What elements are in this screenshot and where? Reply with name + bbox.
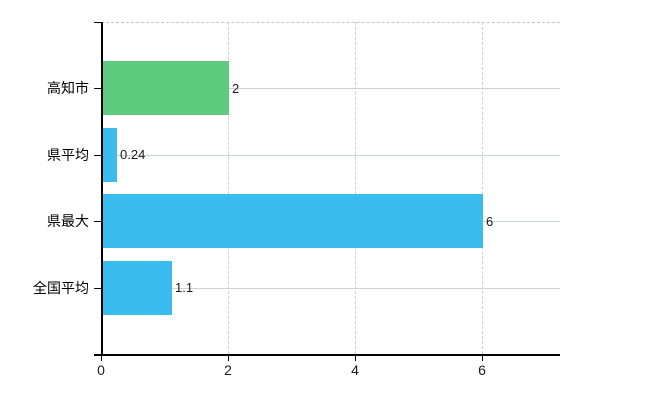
- bar-高知市: [102, 61, 229, 115]
- value-label: 1.1: [175, 280, 194, 295]
- category-label-県最大: 県最大: [47, 213, 89, 229]
- y-gridline: [102, 155, 560, 156]
- y-gridline: [102, 88, 560, 89]
- y-tick: [94, 221, 101, 222]
- x-tick: [355, 354, 356, 361]
- x-gridline-2: [228, 22, 229, 354]
- x-tick-label-6: 6: [478, 362, 486, 378]
- category-label-高知市: 高知市: [47, 80, 89, 96]
- x-axis-line: [94, 354, 560, 356]
- value-label: 2: [232, 81, 240, 96]
- y-tick: [94, 88, 101, 89]
- x-gridline-4: [355, 22, 356, 354]
- x-tick: [482, 354, 483, 361]
- y-tick: [94, 155, 101, 156]
- value-label: 6: [486, 214, 494, 229]
- bar-県平均: [102, 128, 117, 182]
- x-tick-label-4: 4: [351, 362, 359, 378]
- y-axis-top-tick: [94, 22, 101, 23]
- category-label-県平均: 県平均: [47, 147, 89, 163]
- x-gridline-6: [482, 22, 483, 354]
- x-tick: [228, 354, 229, 361]
- x-tick-label-0: 0: [97, 362, 105, 378]
- y-axis-line: [101, 22, 103, 354]
- plot-top-dashed-border: [101, 22, 560, 23]
- y-tick: [94, 288, 101, 289]
- bar-全国平均: [102, 261, 172, 315]
- category-label-全国平均: 全国平均: [33, 280, 89, 296]
- bar-県最大: [102, 194, 483, 248]
- x-tick: [101, 354, 102, 361]
- x-tick-label-2: 2: [224, 362, 232, 378]
- value-label: 0.24: [120, 147, 146, 162]
- y-gridline: [102, 288, 560, 289]
